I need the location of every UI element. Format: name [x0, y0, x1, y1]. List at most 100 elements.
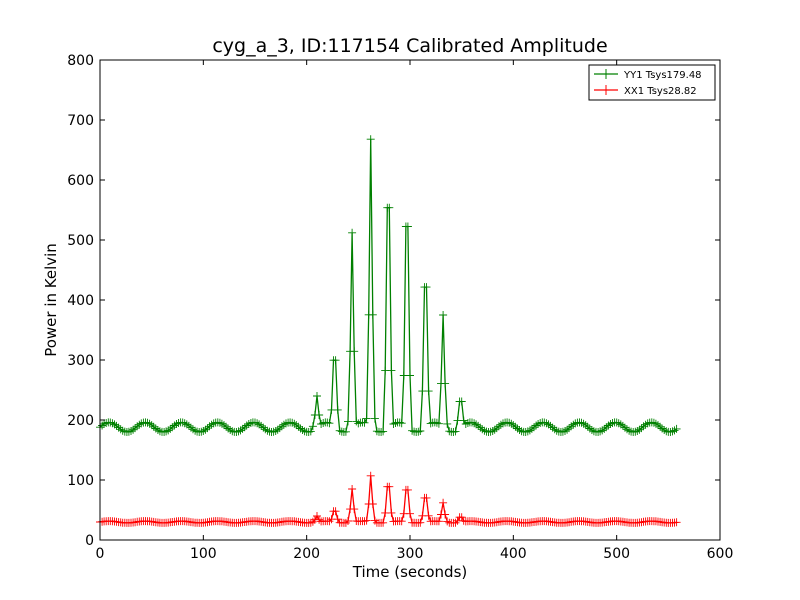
data-point-marker [612, 418, 621, 427]
data-point-marker [432, 418, 441, 427]
data-point-marker [304, 428, 313, 436]
data-point-marker [604, 421, 613, 430]
data-point-marker [614, 419, 623, 428]
data-point-marker [530, 423, 538, 432]
data-point-marker [368, 310, 377, 319]
plot-area: 0 100 200 300 400 500 600 0 100 200 300 400 500 600 70… [67, 53, 733, 562]
data-point-marker [189, 425, 197, 434]
data-point-marker [354, 419, 363, 428]
data-point-marker [656, 422, 665, 431]
data-point-marker [583, 422, 592, 431]
data-point-marker [253, 419, 262, 428]
data-point-marker [515, 426, 524, 434]
data-point-marker [379, 427, 388, 436]
data-point-marker [352, 417, 361, 426]
ticks-layer: 0 100 200 300 400 500 600 0 100 200 300 400 500 600 70… [67, 53, 733, 562]
data-point-marker [232, 428, 241, 436]
data-point-marker [548, 423, 557, 432]
data-point-marker [135, 420, 144, 429]
data-point-marker [534, 420, 543, 428]
data-point-marker [366, 135, 375, 144]
data-point-marker [116, 425, 125, 434]
data-point-marker [654, 421, 662, 430]
legend-label-1: YY1 Tsys179.48 [623, 70, 702, 81]
data-point-marker [513, 424, 522, 433]
data-point-marker [112, 421, 121, 430]
data-point-marker [184, 421, 193, 430]
data-point-marker [521, 428, 530, 436]
data-point-marker [651, 419, 660, 428]
data-point-marker [422, 493, 431, 502]
y-tick-label: 600 [67, 173, 94, 189]
data-point-marker [598, 426, 607, 435]
data-point-marker [569, 420, 578, 429]
x-axis-label: Time (seconds) [352, 563, 468, 581]
data-point-marker [333, 405, 342, 414]
data-point-marker [137, 419, 146, 428]
data-point-marker [106, 418, 115, 427]
data-point-marker [251, 418, 259, 427]
data-point-marker [199, 427, 208, 435]
data-point-marker [313, 512, 321, 520]
data-point-marker [499, 419, 507, 428]
data-point-marker [325, 419, 334, 428]
data-point-marker [600, 424, 609, 433]
data-point-marker [643, 419, 652, 428]
data-point-marker [474, 421, 483, 430]
data-point-marker [234, 427, 243, 436]
data-point-marker [129, 425, 138, 434]
data-point-marker [668, 427, 677, 436]
data-point-marker [550, 425, 559, 434]
data-point-marker [133, 422, 142, 431]
data-point-marker [439, 498, 448, 507]
data-point-marker [348, 485, 357, 493]
series-markers [96, 135, 681, 436]
data-point-marker [567, 422, 576, 431]
legend-entry-2: XX1 Tsys28.82 [594, 85, 697, 97]
data-point-marker [255, 420, 264, 429]
data-point-marker [616, 420, 625, 429]
data-point-marker [331, 507, 340, 516]
data-point-marker [637, 424, 646, 433]
data-point-marker [209, 419, 218, 428]
data-point-marker [470, 419, 479, 428]
data-point-marker [434, 419, 443, 428]
data-point-marker [180, 419, 189, 428]
data-point-marker [244, 420, 253, 428]
data-point-marker [542, 419, 551, 428]
data-point-marker [269, 427, 278, 436]
y-tick-label: 700 [67, 113, 94, 129]
data-point-marker [182, 420, 191, 429]
data-point-marker [186, 423, 195, 432]
data-point-marker [403, 222, 412, 231]
data-point-marker [201, 425, 210, 434]
data-point-marker [108, 419, 117, 428]
data-point-marker [606, 420, 615, 428]
data-point-marker [143, 418, 152, 427]
data-point-marker [263, 426, 272, 435]
data-point-marker [408, 426, 417, 435]
data-point-marker [236, 426, 245, 435]
data-point-marker [350, 505, 359, 514]
data-point-marker [178, 418, 187, 427]
data-point-marker [416, 427, 425, 435]
legend-entry-1: YY1 Tsys179.48 [594, 69, 702, 81]
data-point-marker [385, 203, 394, 212]
data-point-marker [441, 510, 450, 519]
data-point-marker [366, 471, 375, 480]
data-point-marker [296, 424, 305, 433]
data-point-marker [127, 427, 135, 435]
data-point-marker [587, 426, 596, 434]
data-point-marker [666, 428, 675, 436]
data-point-marker [166, 424, 175, 433]
data-point-marker [131, 424, 140, 433]
data-point-marker [496, 420, 505, 429]
data-point-marker [660, 426, 669, 434]
data-point-marker [313, 392, 321, 400]
data-point-marker [443, 517, 452, 526]
data-point-marker [331, 356, 340, 365]
data-point-marker [561, 427, 569, 435]
data-point-marker [480, 426, 489, 435]
data-point-marker [147, 421, 156, 430]
data-point-marker [261, 425, 270, 434]
